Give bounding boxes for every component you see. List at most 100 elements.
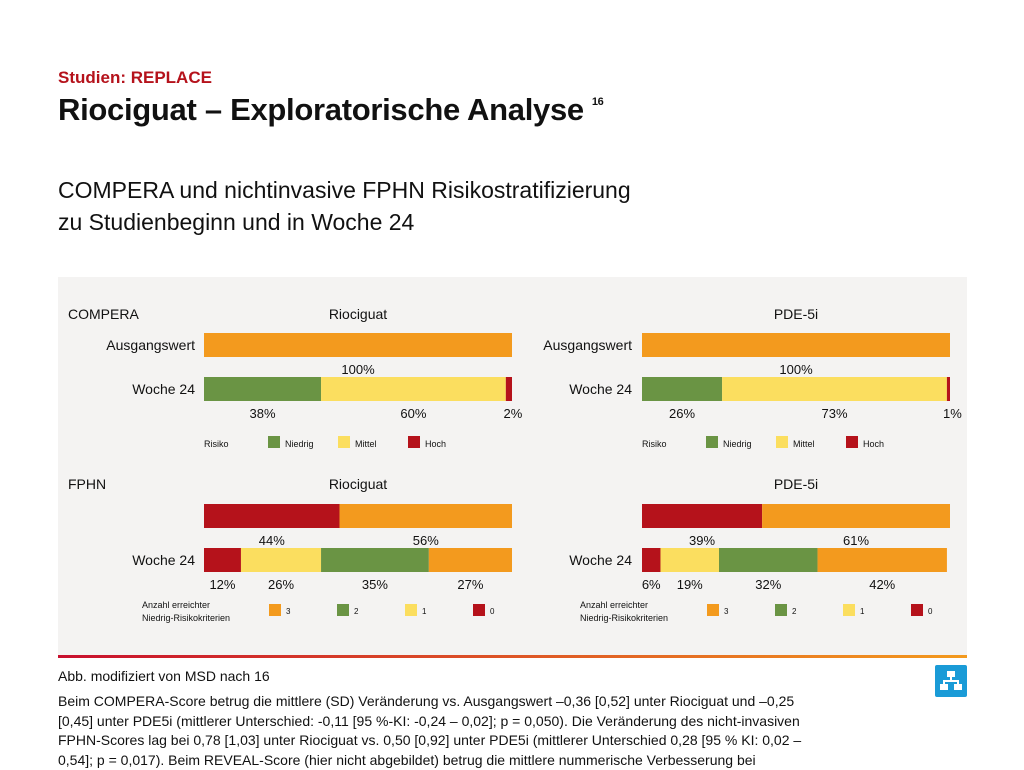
data-label: 38%	[250, 406, 276, 421]
row-label: Ausgangswert	[106, 337, 195, 353]
row-label: Woche 24	[569, 552, 632, 568]
legend-title-line2: Niedrig-Risikokriterien	[142, 613, 230, 623]
legend-title-line2: Niedrig-Risikokriterien	[580, 613, 668, 623]
bar-segment	[321, 548, 429, 572]
legend-swatch	[268, 436, 280, 448]
legend-label: 3	[286, 607, 291, 616]
bar-segment	[204, 377, 322, 401]
data-label: 19%	[677, 577, 703, 592]
data-label: 32%	[755, 577, 781, 592]
legend-label: Hoch	[425, 439, 446, 449]
bar-segment	[762, 504, 950, 528]
chart-title: PDE-5i	[774, 306, 818, 322]
bar-segment	[642, 377, 723, 401]
figure-heading-line1: COMPERA und nichtinvasive FPHN Risikostr…	[58, 177, 631, 203]
data-label: 61%	[843, 533, 869, 548]
data-label: 26%	[268, 577, 294, 592]
divider-line	[58, 655, 967, 658]
legend-swatch	[843, 604, 855, 616]
section-kicker: Studien: REPLACE	[58, 68, 212, 87]
legend-label: 2	[792, 607, 797, 616]
figure-heading: COMPERA und nichtinvasive FPHN Risikostr…	[58, 174, 758, 238]
page-title: Riociguat – Exploratorische Analyse 16	[58, 92, 604, 128]
figure-heading-line2: zu Studienbeginn und in Woche 24	[58, 209, 415, 235]
bar-segment	[642, 333, 950, 357]
legend-swatch	[337, 604, 349, 616]
body-paragraph: Beim COMPERA-Score betrug die mittlere (…	[58, 693, 802, 768]
legend-label: Mittel	[793, 439, 815, 449]
bar-segment	[204, 548, 241, 572]
legend-swatch	[473, 604, 485, 616]
data-label: 35%	[362, 577, 388, 592]
legend-swatch	[846, 436, 858, 448]
bar-segment	[642, 504, 763, 528]
data-label: 39%	[689, 533, 715, 548]
data-label: 73%	[821, 406, 847, 421]
data-label: 56%	[413, 533, 439, 548]
bar-segment	[204, 504, 340, 528]
legend-title: Risiko	[642, 439, 667, 449]
legend-swatch	[269, 604, 281, 616]
org-chart-icon[interactable]	[935, 665, 967, 697]
legend-label: 3	[724, 607, 729, 616]
data-label: 1%	[943, 406, 962, 421]
chart-title: PDE-5i	[774, 476, 818, 492]
data-label: 26%	[669, 406, 695, 421]
bar-segment	[505, 377, 512, 401]
bar-segment	[660, 548, 719, 572]
bar-segment	[722, 377, 947, 401]
legend-label: 0	[490, 607, 495, 616]
legend-swatch	[405, 604, 417, 616]
legend-swatch	[776, 436, 788, 448]
bar-segment	[339, 504, 512, 528]
chart-title: Riociguat	[329, 476, 387, 492]
legend-label: Mittel	[355, 439, 377, 449]
legend-swatch	[338, 436, 350, 448]
legend-swatch	[775, 604, 787, 616]
row-label: Woche 24	[132, 552, 195, 568]
legend-swatch	[706, 436, 718, 448]
bar-segment	[817, 548, 947, 572]
row-label: Ausgangswert	[543, 337, 632, 353]
bar-segment	[428, 548, 512, 572]
legend-label: 0	[928, 607, 933, 616]
row-label: Woche 24	[569, 381, 632, 397]
legend-swatch	[408, 436, 420, 448]
org-chart-icon-glyph	[940, 671, 962, 690]
data-label: 44%	[259, 533, 285, 548]
section-label-compera: COMPERA	[68, 306, 139, 322]
section-label-fphn: FPHN	[68, 476, 106, 492]
data-label: 100%	[341, 362, 375, 377]
title-reference: 16	[591, 96, 604, 108]
legend-label: Hoch	[863, 439, 884, 449]
bar-segment	[321, 377, 506, 401]
legend-title-line1: Anzahl erreichter	[580, 600, 648, 610]
legend-swatch	[707, 604, 719, 616]
legend-label: 2	[354, 607, 359, 616]
figure-panel: COMPERA FPHN Riociguat Ausgangswert 100% Wo…	[58, 277, 967, 655]
bar-segment	[719, 548, 818, 572]
data-label: 12%	[209, 577, 235, 592]
bar-segment	[240, 548, 322, 572]
bar-segment	[204, 333, 512, 357]
page-title-text: Riociguat – Exploratorische Analyse	[58, 92, 584, 127]
data-label: 60%	[400, 406, 426, 421]
legend-label: Niedrig	[723, 439, 752, 449]
bar-segment	[946, 377, 950, 401]
data-label: 2%	[504, 406, 523, 421]
row-label: Woche 24	[132, 381, 195, 397]
figure-caption: Abb. modifiziert von MSD nach 16	[58, 668, 270, 684]
legend-title-line1: Anzahl erreichter	[142, 600, 210, 610]
legend-swatch	[911, 604, 923, 616]
risk-charts: COMPERA FPHN Riociguat Ausgangswert 100% Wo…	[68, 306, 962, 623]
data-label: 100%	[779, 362, 813, 377]
legend-label: 1	[422, 607, 427, 616]
legend-title: Risiko	[204, 439, 229, 449]
bar-segment	[642, 548, 661, 572]
data-label: 27%	[457, 577, 483, 592]
chart-title: Riociguat	[329, 306, 387, 322]
legend-label: 1	[860, 607, 865, 616]
legend-label: Niedrig	[285, 439, 314, 449]
data-label: 6%	[642, 577, 661, 592]
data-label: 42%	[869, 577, 895, 592]
